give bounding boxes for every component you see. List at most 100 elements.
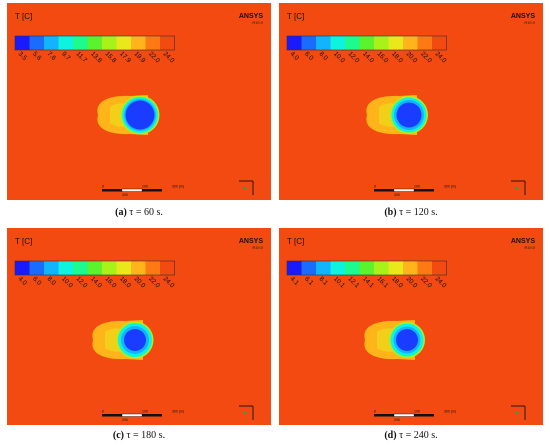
scale-label: 100 — [142, 410, 148, 414]
ansys-logo: ANSYS — [511, 13, 535, 20]
caption-b: (b) τ = 120 s. — [279, 207, 543, 218]
legend-swatch — [102, 36, 117, 50]
contour-panel-b: T [C] ANSYS R19.0 4.0 6.0 8.0 10.0 12.0 14.0 16.0… — [279, 3, 543, 200]
legend-swatch — [102, 261, 117, 275]
scale-segment — [393, 413, 415, 417]
legend-swatch — [15, 261, 30, 275]
axis-triad-icon — [239, 180, 254, 195]
legend-frame — [14, 260, 175, 276]
caption-a: (a) τ = 60 s. — [7, 207, 271, 218]
legend-swatch — [287, 261, 302, 275]
caption-d: (d) τ = 240 s. — [279, 430, 543, 441]
axis-triad-icon — [239, 405, 254, 420]
legend-swatch — [58, 36, 73, 50]
scale-label: 200 — [122, 193, 128, 197]
legend-swatch — [87, 36, 102, 50]
scale-label: 300 (m) — [444, 410, 456, 414]
legend-swatch — [87, 261, 102, 275]
legend-tick-label: 3.5 — [17, 50, 29, 62]
legend-swatch — [301, 261, 316, 275]
scale-bar — [102, 188, 162, 192]
scale-label: 0 — [374, 410, 376, 414]
scale-segment — [142, 189, 162, 192]
scale-label: 200 — [122, 418, 128, 422]
legend-swatch — [403, 261, 418, 275]
axis-z — [515, 186, 519, 190]
scale-bar — [102, 413, 162, 417]
plume-core — [396, 329, 418, 351]
caption-text: τ = 60 s. — [129, 207, 163, 218]
scale-segment — [393, 188, 415, 192]
legend-swatch — [131, 261, 146, 275]
legend-swatch — [116, 261, 131, 275]
plume-core — [396, 102, 422, 128]
legend-tick-label: 4.0 — [17, 275, 29, 287]
legend-tick-label: 8.0 — [318, 50, 330, 62]
ansys-version: R19.0 — [252, 245, 263, 250]
legend-swatch — [301, 36, 316, 50]
legend-swatch — [58, 261, 73, 275]
legend-swatch — [160, 261, 175, 275]
legend-swatch — [287, 36, 302, 50]
ansys-logo: ANSYS — [239, 238, 263, 245]
scale-label: 200 — [394, 418, 400, 422]
legend-swatch — [374, 36, 389, 50]
legend-tick-label: 6.1 — [303, 275, 315, 287]
legend-swatch — [131, 36, 146, 50]
scale-segment — [102, 189, 122, 192]
scale-segment — [142, 414, 162, 417]
caption-text: τ = 240 s. — [399, 430, 438, 441]
scale-label: 0 — [102, 185, 104, 189]
legend-swatch — [345, 36, 360, 50]
legend-swatch — [417, 36, 432, 50]
legend-tick-label: 7.6 — [46, 50, 58, 62]
scale-label: 100 — [142, 185, 148, 189]
legend-frame — [286, 260, 447, 276]
axis-triad-icon — [511, 180, 526, 195]
scale-label: 100 — [414, 410, 420, 414]
caption-text: τ = 180 s. — [126, 430, 166, 441]
legend-swatch — [29, 36, 44, 50]
legend-tick-label: 8.0 — [46, 275, 58, 287]
scale-segment — [414, 414, 434, 417]
caption-label: (a) — [115, 207, 127, 218]
scale-segment — [374, 414, 394, 417]
plume — [366, 95, 428, 135]
scale-segment — [102, 414, 122, 417]
legend-title: T [C] — [287, 12, 304, 21]
legend-swatch — [432, 261, 447, 275]
ansys-logo: ANSYS — [239, 13, 263, 20]
legend-swatch — [330, 261, 345, 275]
legend-tick-label: 4.0 — [289, 50, 301, 62]
legend-swatch — [73, 36, 88, 50]
legend-tick-label: 8.1 — [318, 275, 330, 287]
plume — [97, 95, 160, 135]
plume-core — [124, 329, 146, 351]
legend-title: T [C] — [15, 237, 32, 246]
scale-segment — [121, 188, 143, 192]
scale-segment — [121, 413, 143, 417]
legend-swatch — [330, 36, 345, 50]
legend-swatch — [116, 36, 131, 50]
scale-label: 0 — [102, 410, 104, 414]
plume — [364, 320, 425, 360]
plume — [92, 320, 154, 360]
legend-swatch — [316, 261, 331, 275]
scale-bar — [374, 188, 434, 192]
axis-z — [243, 411, 247, 415]
legend-swatch — [403, 36, 418, 50]
legend-swatch — [29, 261, 44, 275]
legend-swatch — [316, 36, 331, 50]
caption-c: (c) τ = 180 s. — [7, 430, 271, 441]
legend-frame — [14, 35, 175, 51]
scale-segment — [414, 189, 434, 192]
legend-swatch — [359, 36, 374, 50]
ansys-logo: ANSYS — [511, 238, 535, 245]
caption-label: (b) — [384, 207, 397, 218]
ansys-version: R19.0 — [524, 20, 535, 25]
legend-swatch — [388, 36, 403, 50]
